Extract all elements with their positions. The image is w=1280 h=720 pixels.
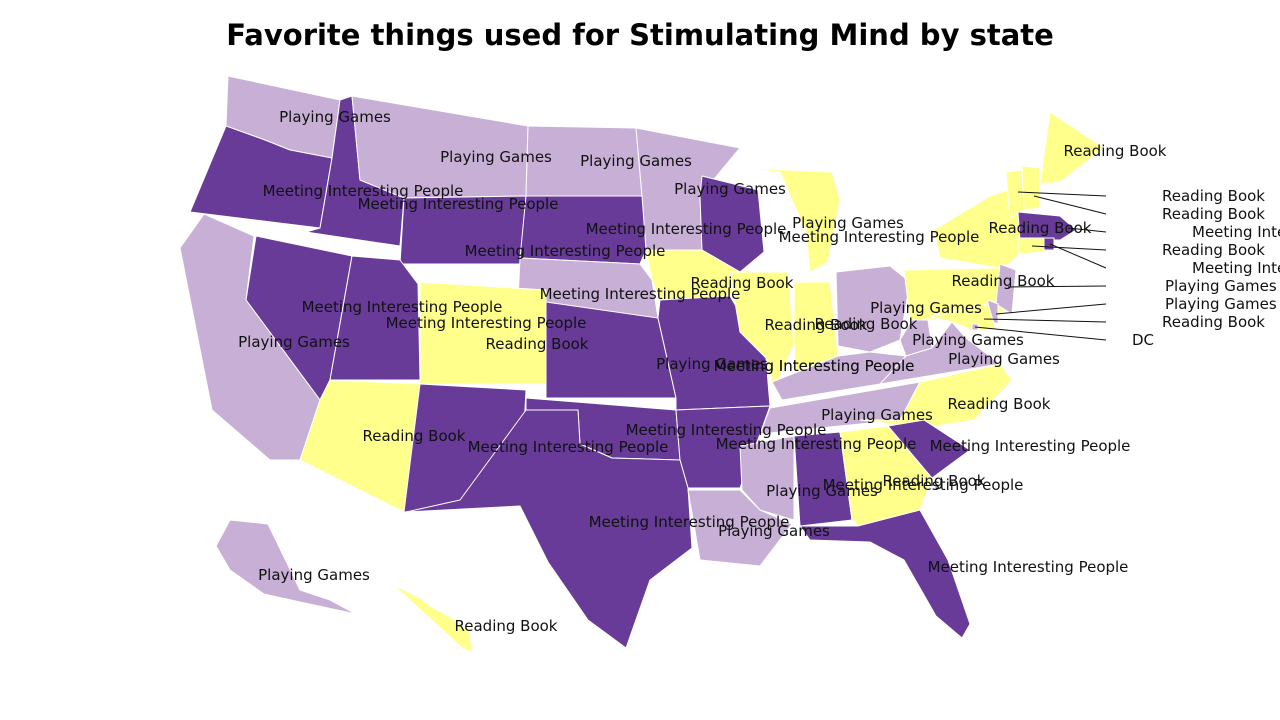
state-label-ri: Meeting Interesting People xyxy=(1192,259,1280,277)
leader-line-de xyxy=(995,303,1107,315)
state-label-ak: Playing Games xyxy=(258,566,370,584)
state-ms xyxy=(739,435,795,521)
state-label-ct: Reading Book xyxy=(1162,241,1265,259)
leader-lines xyxy=(974,191,1107,341)
state-label-va: Playing Games xyxy=(948,350,1060,368)
state-label-ma: Meeting Interesting People xyxy=(1192,223,1280,241)
state-label-pa: Reading Book xyxy=(952,272,1055,290)
state-label-nj: Playing Games xyxy=(1165,277,1277,295)
state-label-me: Reading Book xyxy=(1064,142,1167,160)
state-ut xyxy=(329,255,421,381)
state-label-ar: Meeting Interesting People xyxy=(716,435,917,453)
state-label-ca: Playing Games xyxy=(238,333,350,351)
state-ri xyxy=(1043,237,1055,251)
leader-line-ct xyxy=(1031,245,1107,251)
state-me xyxy=(1039,111,1105,185)
state-label-ia: Reading Book xyxy=(691,274,794,292)
state-va xyxy=(879,321,1001,385)
state-label-vt: Reading Book xyxy=(1162,187,1265,205)
state-nh xyxy=(1021,165,1041,211)
state-hi xyxy=(385,577,473,653)
state-label-mn: Playing Games xyxy=(674,180,786,198)
state-label-nv: Meeting Interesting People xyxy=(302,298,503,316)
state-label-nd: Playing Games xyxy=(580,152,692,170)
state-label-ky: Meeting Interesting People xyxy=(714,357,915,375)
state-label-il: Reading Book xyxy=(765,316,868,334)
state-label-wv: Playing Games xyxy=(912,331,1024,349)
state-label-ok: Meeting Interesting People xyxy=(626,421,827,439)
leader-line-ri xyxy=(1049,243,1107,269)
leader-line-nh xyxy=(1033,195,1107,215)
state-la xyxy=(687,489,793,567)
state-ak xyxy=(215,519,357,615)
leader-line-dc xyxy=(974,326,1107,341)
state-label-dc: DC xyxy=(1132,331,1154,349)
state-md xyxy=(929,303,997,331)
state-label-in: Reading Book xyxy=(815,315,918,333)
state-label-co: Reading Book xyxy=(486,335,589,353)
state-sc xyxy=(887,419,971,479)
state-nj xyxy=(995,263,1017,315)
state-label-md: Reading Book xyxy=(1162,313,1265,331)
state-label-sd: Meeting Interesting People xyxy=(586,220,787,238)
state-label-mo: Meeting Interesting People xyxy=(714,357,915,375)
state-label-nc: Reading Book xyxy=(948,395,1051,413)
state-label-nh: Reading Book xyxy=(1162,205,1265,223)
state-wv xyxy=(899,319,933,357)
state-label-id: Meeting Interesting People xyxy=(358,195,559,213)
state-label-wa: Playing Games xyxy=(279,108,391,126)
state-sd xyxy=(519,195,647,265)
state-ma xyxy=(1017,211,1077,241)
state-label-ks: Playing Games xyxy=(656,355,768,373)
state-label-ne: Meeting Interesting People xyxy=(540,285,741,303)
state-label-al: Meeting Interesting People xyxy=(823,476,1024,494)
state-label-fl: Meeting Interesting People xyxy=(928,558,1129,576)
map-title: Favorite things used for Stimulating Min… xyxy=(226,18,1054,52)
state-ct xyxy=(1017,237,1045,255)
state-label-ga: Reading Book xyxy=(883,472,986,490)
state-label-la: Playing Games xyxy=(718,522,830,540)
leader-line-md xyxy=(983,318,1107,323)
state-label-wi: Playing Games xyxy=(792,214,904,232)
state-label-ms: Playing Games xyxy=(766,482,878,500)
state-mi xyxy=(741,167,841,273)
leader-line-ma xyxy=(1067,227,1107,233)
state-label-mt: Playing Games xyxy=(440,148,552,166)
leader-line-vt xyxy=(1017,191,1107,197)
state-label-mi: Meeting Interesting People xyxy=(779,228,980,246)
state-label-nm: Meeting Interesting People xyxy=(468,438,669,456)
state-fl xyxy=(799,509,971,639)
state-tx xyxy=(405,409,693,649)
state-label-hi: Reading Book xyxy=(455,617,558,635)
state-label-or: Meeting Interesting People xyxy=(263,182,464,200)
state-label-ny: Reading Book xyxy=(989,219,1092,237)
state-label-tx: Meeting Interesting People xyxy=(589,513,790,531)
state-label-ut: Meeting Interesting People xyxy=(386,314,587,332)
state-label-sc: Meeting Interesting People xyxy=(930,437,1131,455)
state-label-az: Reading Book xyxy=(363,427,466,445)
state-label-de: Playing Games xyxy=(1165,295,1277,313)
state-shapes xyxy=(179,75,1105,653)
state-il xyxy=(729,271,795,391)
state-az xyxy=(299,379,421,513)
state-label-tn: Playing Games xyxy=(821,406,933,424)
state-label-wy: Meeting Interesting People xyxy=(465,242,666,260)
state-label-oh: Playing Games xyxy=(870,299,982,317)
leader-line-nj xyxy=(1007,285,1107,288)
